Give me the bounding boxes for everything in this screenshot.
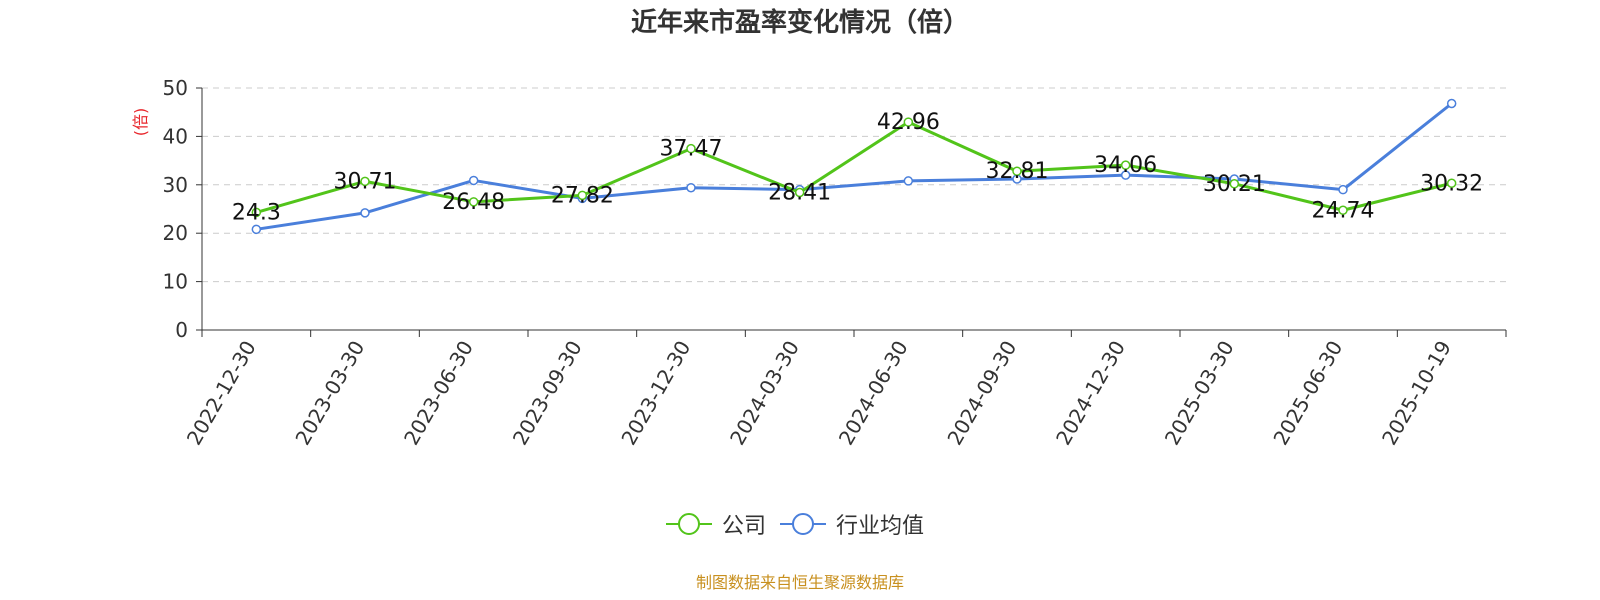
y-tick-label: 10 bbox=[163, 270, 188, 294]
x-tick-label: 2023-06-30 bbox=[399, 336, 478, 449]
y-tick-label: 0 bbox=[175, 318, 188, 342]
data-point bbox=[686, 182, 696, 193]
y-tick-label: 30 bbox=[163, 173, 188, 197]
data-label: 30.71 bbox=[334, 169, 397, 194]
data-point bbox=[1338, 205, 1348, 216]
data-point bbox=[360, 208, 370, 218]
chart-title: 近年来市盈率变化情况（倍） bbox=[630, 8, 969, 38]
y-axis-label: (倍) bbox=[131, 108, 150, 137]
data-label: 28.41 bbox=[768, 180, 831, 205]
legend-marker bbox=[780, 513, 826, 535]
legend-label: 行业均值 bbox=[836, 514, 925, 539]
x-tick-label: 2024-09-30 bbox=[942, 337, 1021, 450]
data-point bbox=[1338, 184, 1348, 195]
data-label: 26.48 bbox=[442, 190, 505, 215]
data-label: 24.74 bbox=[1312, 198, 1375, 223]
x-tick-label: 2023-12-30 bbox=[616, 337, 695, 450]
data-label: 30.32 bbox=[1420, 171, 1483, 196]
data-point bbox=[794, 187, 805, 198]
data-label: 24.3 bbox=[232, 200, 281, 225]
y-tick-label: 50 bbox=[163, 76, 188, 100]
data-point bbox=[360, 176, 370, 187]
x-tick-label: 2023-09-30 bbox=[508, 337, 587, 450]
data-point bbox=[903, 117, 914, 127]
data-point bbox=[1012, 166, 1022, 176]
data-point bbox=[251, 207, 262, 218]
data-point bbox=[1229, 179, 1240, 189]
data-point bbox=[251, 224, 262, 235]
y-tick-label: 20 bbox=[163, 221, 188, 245]
x-tick-label: 2025-03-30 bbox=[1160, 337, 1239, 450]
data-point bbox=[468, 175, 479, 186]
x-tick-label: 2023-03-30 bbox=[290, 337, 369, 450]
data-point bbox=[686, 143, 696, 154]
legend-label: 公司 bbox=[721, 514, 766, 539]
data-label: 27.82 bbox=[551, 183, 614, 208]
legend-item[interactable]: 行业均值 bbox=[778, 508, 924, 540]
series-line bbox=[256, 102, 1453, 231]
series-line bbox=[255, 120, 1453, 214]
data-label: 32.81 bbox=[986, 159, 1049, 184]
x-tick-label: 2024-06-30 bbox=[834, 336, 913, 449]
data-label: 30.21 bbox=[1203, 172, 1266, 197]
data-label: 37.47 bbox=[660, 137, 723, 162]
data-point bbox=[577, 190, 588, 201]
x-tick-label: 2022-12-30 bbox=[182, 337, 261, 450]
legend: 公司 行业均值 bbox=[0, 508, 1600, 540]
data-point bbox=[1446, 98, 1457, 109]
data-point bbox=[468, 197, 479, 207]
x-tick-label: 2025-10-19 bbox=[1377, 337, 1456, 450]
x-tick-label: 2024-03-30 bbox=[725, 337, 804, 450]
data-label: 42.96 bbox=[877, 110, 940, 135]
data-label: 34.06 bbox=[1094, 153, 1157, 178]
data-point bbox=[1120, 170, 1131, 180]
x-tick-label: 2024-12-30 bbox=[1051, 337, 1130, 450]
x-tick-label: 2025-06-30 bbox=[1268, 337, 1347, 450]
data-point bbox=[1446, 178, 1457, 189]
data-point bbox=[1120, 160, 1131, 170]
y-tick-label: 40 bbox=[163, 124, 188, 148]
data-point bbox=[903, 176, 914, 186]
legend-item[interactable]: 公司 bbox=[664, 508, 766, 540]
legend-marker bbox=[665, 513, 712, 535]
data-source-note: 制图数据来自恒生聚源数据库 bbox=[695, 573, 904, 592]
